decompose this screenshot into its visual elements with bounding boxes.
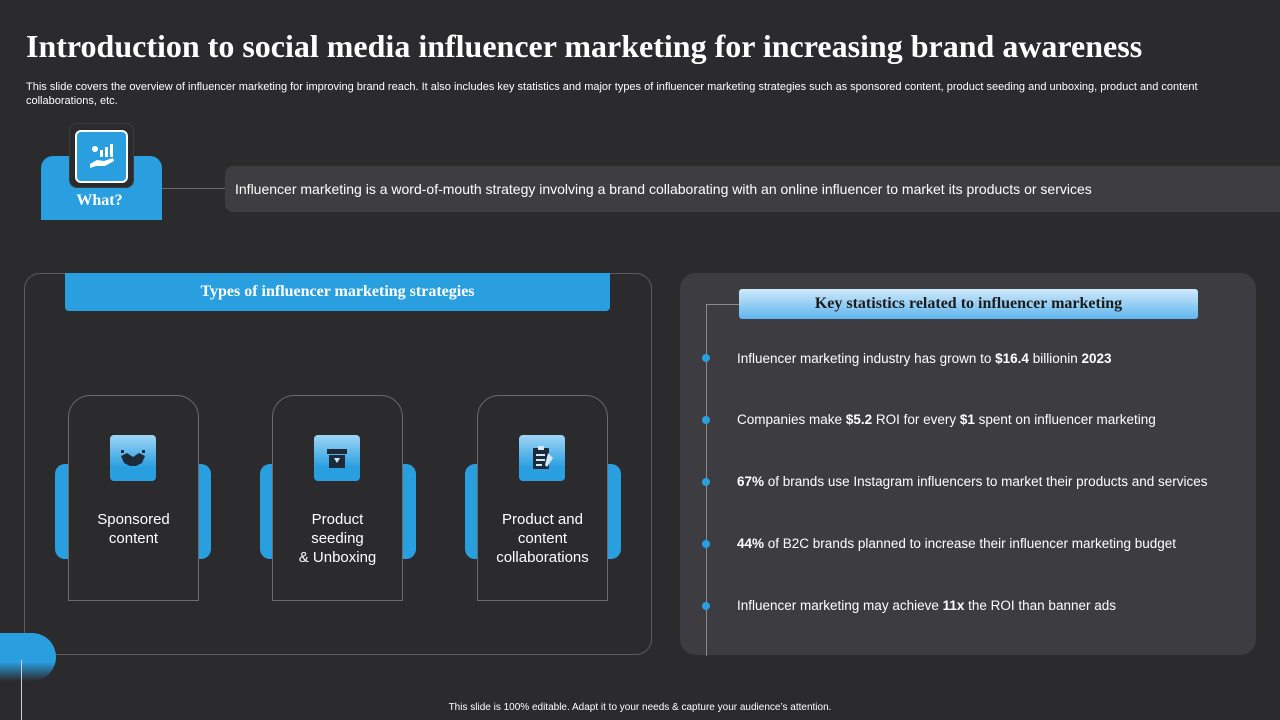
slide-footer: This slide is 100% editable. Adapt it to… xyxy=(448,702,832,713)
stats-header: Key statistics related to influencer mar… xyxy=(739,289,1198,319)
stat-bullet xyxy=(702,416,710,424)
handshake-icon xyxy=(110,435,156,481)
stat-bullet xyxy=(702,540,710,548)
box-icon xyxy=(314,435,360,481)
definition-bar: Influencer marketing is a word-of-mouth … xyxy=(225,166,1280,212)
stat-bullet xyxy=(702,602,710,610)
stat-item: 44% of B2C brands planned to increase th… xyxy=(737,536,1177,551)
clipboard-icon xyxy=(519,435,565,481)
slide-title: Introduction to social media influencer … xyxy=(26,28,1143,64)
strategy-card-sponsored xyxy=(68,395,199,601)
what-label: What? xyxy=(76,192,123,209)
definition-text: Influencer marketing is a word-of-mouth … xyxy=(235,181,1092,197)
decorative-pill xyxy=(0,633,56,681)
stat-item: 67% of brands use Instagram influencers … xyxy=(737,474,1208,489)
stats-header-text: Key statistics related to influencer mar… xyxy=(814,295,1123,312)
stat-bullet xyxy=(702,354,710,362)
stat-item: Influencer marketing industry has grown … xyxy=(737,351,1112,366)
decorative-line xyxy=(21,660,22,720)
types-header-text: Types of influencer marketing strategies xyxy=(200,283,475,300)
strategy-label-sponsored: Sponsored content xyxy=(97,511,170,547)
strategy-card-collab xyxy=(477,395,608,601)
strategy-label-seeding: Product seeding & Unboxing xyxy=(298,511,377,566)
stat-item: Influencer marketing may achieve 11x the… xyxy=(737,598,1116,613)
strategy-label-collab: Product and content collaborations xyxy=(496,511,589,566)
stats-panel xyxy=(680,273,1256,655)
stat-bullet xyxy=(702,478,710,486)
stat-item: Companies make $5.2 ROI for every $1 spe… xyxy=(737,412,1156,427)
slide-subtitle: This slide covers the overview of influe… xyxy=(26,81,1198,107)
what-connector-line xyxy=(162,188,226,189)
types-header: Types of influencer marketing strategies xyxy=(65,273,610,311)
hand-growth-chart-icon xyxy=(75,130,128,183)
strategy-card-seeding xyxy=(272,395,403,601)
stats-connector-horizontal xyxy=(706,304,740,305)
